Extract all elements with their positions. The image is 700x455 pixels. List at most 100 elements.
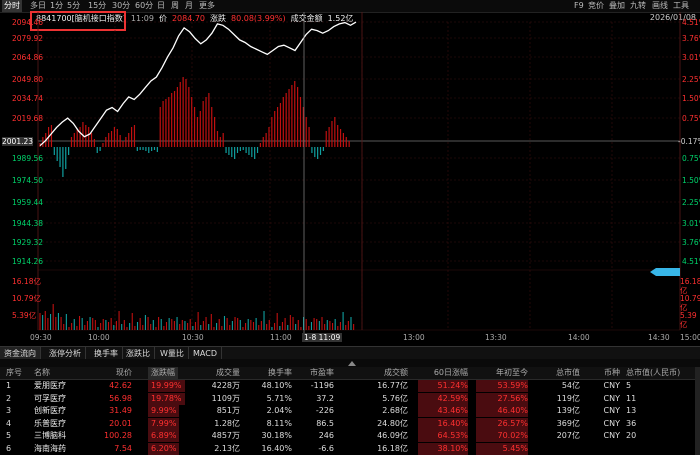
cell-vol: 4857万 xyxy=(211,431,240,440)
indicator-tab[interactable]: W量比 xyxy=(156,347,189,360)
column-header[interactable]: 成交量 xyxy=(216,368,240,377)
period-tab[interactable]: 日 xyxy=(157,1,165,10)
percent-axis-label: 0.75% xyxy=(682,154,700,163)
change-value: 80.08(3.99%) xyxy=(231,14,286,23)
cell-ytd: 53.59% xyxy=(476,380,528,392)
cell-ytd: 5.45% xyxy=(476,442,528,455)
period-tab[interactable]: 30分 xyxy=(112,1,131,10)
price-axis-label: 1914.26 xyxy=(12,257,44,266)
period-tab[interactable]: 5分 xyxy=(67,1,81,10)
table-row[interactable]: 4 乐普医疗 20.01 7.99% 1.28亿 8.11% 86.5 24.80亿 16.40… xyxy=(0,417,700,430)
indicator-tab[interactable]: 涨停分析 xyxy=(45,347,86,360)
price-axis-label: 2094.46 xyxy=(12,18,44,27)
cell-d60: 16.40% xyxy=(418,417,468,430)
period-tab[interactable]: 分时 xyxy=(2,0,22,12)
volume-axis-label-right: 16.18亿 xyxy=(680,277,700,295)
cell-name: 乐普医疗 xyxy=(34,418,66,428)
cell-mcap_cny: 36 xyxy=(626,418,637,428)
cell-d60: 42.59% xyxy=(418,392,468,405)
cell-idx: 4 xyxy=(6,418,12,428)
cell-pe: -6.6 xyxy=(318,443,334,453)
cell-pe: 246 xyxy=(318,431,334,440)
cell-pct: 7.99% xyxy=(148,417,180,430)
period-tab[interactable]: 月 xyxy=(185,1,193,10)
period-tab[interactable]: 60分 xyxy=(135,1,154,10)
period-tab[interactable]: 更多 xyxy=(199,1,215,10)
collapse-arrow-icon[interactable] xyxy=(348,360,356,366)
cell-d60: 38.10% xyxy=(418,442,468,455)
percent-axis-label: 1.50% xyxy=(682,176,700,185)
period-tab[interactable]: 15分 xyxy=(88,1,107,10)
price-axis-label: 1929.32 xyxy=(12,238,44,247)
indicator-tab[interactable]: 换手率 xyxy=(90,347,123,360)
column-header[interactable]: 总市值(人民币) xyxy=(626,368,681,377)
period-tab[interactable]: 周 xyxy=(171,1,179,10)
table-row[interactable]: 6 海南海药 7.54 6.20% 2.13亿 16.40% -6.6 16.18亿 38.10… xyxy=(0,442,700,455)
toolbar-tool-button[interactable]: 画线 xyxy=(652,1,668,10)
toolbar-tool-button[interactable]: F9 xyxy=(574,1,584,10)
indicator-tab[interactable]: MACD xyxy=(189,347,222,360)
cell-price: 7.54 xyxy=(114,443,132,453)
toolbar-tool-button[interactable]: 竞价 xyxy=(588,1,604,10)
cell-cur: CNY xyxy=(603,431,620,440)
volume-axis-label: 16.18亿 xyxy=(12,277,41,286)
cell-amount: 46.09亿 xyxy=(377,431,408,440)
column-header[interactable]: 名称 xyxy=(34,368,50,377)
cell-d60: 43.46% xyxy=(418,405,468,417)
cell-price: 56.98 xyxy=(109,393,132,403)
highlight-box xyxy=(30,11,126,31)
column-header[interactable]: 市盈率 xyxy=(310,368,334,377)
cell-pe: 37.2 xyxy=(316,393,334,403)
indicator-tab[interactable]: 资金流向 xyxy=(0,347,41,360)
price-axis-label: 2079.92 xyxy=(12,34,44,43)
column-header[interactable]: 序号 xyxy=(6,368,22,377)
column-header[interactable]: 年初至今 xyxy=(496,368,528,377)
percent-axis-label: 4.51% xyxy=(682,18,700,27)
cell-ytd: 46.40% xyxy=(476,405,528,417)
column-header[interactable]: 成交额 xyxy=(384,368,408,377)
cell-ytd: 26.57% xyxy=(476,417,528,430)
cell-name: 爱朋医疗 xyxy=(34,381,66,390)
column-header[interactable]: 现价 xyxy=(116,368,132,377)
cell-pe: -226 xyxy=(315,406,334,415)
toolbar-tool-button[interactable]: 工具 xyxy=(673,1,689,10)
cell-price: 100.28 xyxy=(104,431,132,440)
table-row[interactable]: 3 创新医疗 31.49 9.99% 851万 2.04% -226 2.68亿 43.46% 4… xyxy=(0,405,700,417)
indicator-tab[interactable]: 涨跌比 xyxy=(122,347,155,360)
index-code-name: 8841700[脑机接口指数] xyxy=(36,14,126,23)
price-axis-label: 1944.38 xyxy=(12,219,44,228)
table-row[interactable]: 2 可孚医疗 56.98 19.78% 1109万 5.71% 37.2 5.76亿 42.59… xyxy=(0,392,700,405)
cell-cur: CNY xyxy=(603,381,620,390)
column-header[interactable]: 60日涨幅 xyxy=(433,368,468,377)
cell-idx: 3 xyxy=(6,406,12,415)
column-header[interactable]: 涨跌幅 xyxy=(148,367,178,379)
chart-date: 2026/01/08 xyxy=(649,13,696,22)
percent-axis-label: -0.17% xyxy=(678,137,700,146)
column-header[interactable]: 总市值 xyxy=(556,368,580,377)
price-axis-label: 2064.86 xyxy=(12,53,44,62)
table-row[interactable]: 5 三博脑科 100.28 6.89% 4857万 30.18% 246 46.09亿 64.5… xyxy=(0,430,700,442)
time-axis-label: 10:00 xyxy=(88,333,110,342)
cell-pct: 19.99% xyxy=(148,380,185,392)
cell-amount: 2.68亿 xyxy=(382,406,408,415)
vertical-scrollbar[interactable] xyxy=(695,367,700,455)
cell-amount: 5.76亿 xyxy=(382,393,408,403)
percent-axis-label: 2.25% xyxy=(682,75,700,84)
price-axis-label: 2049.80 xyxy=(12,75,44,84)
period-tab[interactable]: 1分 xyxy=(50,1,64,10)
cursor-time: 11:09 xyxy=(130,14,154,23)
percent-axis-label: 3.01% xyxy=(682,53,700,62)
time-axis-label: 10:30 xyxy=(182,333,204,342)
table-row[interactable]: 1 爱朋医疗 42.62 19.99% 4228万 48.10% -1196 16.77亿 51… xyxy=(0,380,700,392)
period-toolbar: 分时 多日 1分 5分 15分 30分 60分日周月更多 F9 竞价 叠加 九转 画线 工具 xyxy=(0,0,700,13)
time-axis-label: 13:30 xyxy=(485,333,507,342)
scroll-arrow-icon[interactable] xyxy=(650,268,680,276)
column-header[interactable]: 换手率 xyxy=(268,368,292,377)
period-tab[interactable]: 多日 xyxy=(30,1,46,10)
toolbar-tool-button[interactable]: 九转 xyxy=(630,1,646,10)
intraday-chart[interactable] xyxy=(0,0,700,346)
column-header[interactable]: 币种 xyxy=(604,368,620,377)
cell-amount: 16.77亿 xyxy=(377,381,408,390)
price-axis-label: 2019.68 xyxy=(12,114,44,123)
toolbar-tool-button[interactable]: 叠加 xyxy=(609,1,625,10)
